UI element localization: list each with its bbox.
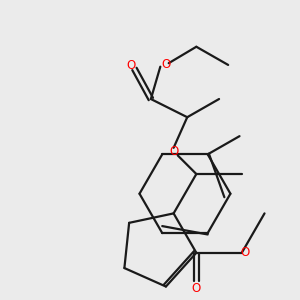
Text: O: O: [126, 59, 136, 72]
Text: O: O: [169, 145, 178, 158]
Text: O: O: [162, 58, 171, 71]
Text: O: O: [241, 246, 250, 259]
Text: O: O: [192, 282, 201, 295]
